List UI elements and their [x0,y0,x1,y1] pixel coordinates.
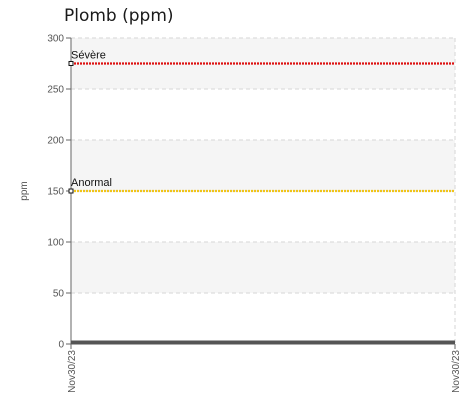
plot-band [71,89,455,140]
plot-band [71,191,455,242]
y-tick-label: 100 [47,238,64,249]
reference-marker [68,188,74,194]
y-tick-label: 300 [47,34,64,45]
y-tick-label: 200 [47,136,64,147]
x-tick-label: Nov30/23 [67,350,78,393]
y-tick-label: 0 [58,340,64,351]
plot-band [71,242,455,293]
reference-label: Anormal [71,177,112,189]
y-tick-label: 50 [53,289,65,300]
y-tick-label: 150 [47,187,64,198]
y-axis-title: ppm [19,181,30,200]
reference-marker [68,61,74,66]
plot-band [71,293,455,344]
x-tick-label: Nov30/23 [451,350,462,393]
chart-title: Plomb (ppm) [64,6,174,26]
reference-label: Sévère [71,50,106,62]
plot-band [71,140,455,191]
y-tick-label: 250 [47,85,64,96]
